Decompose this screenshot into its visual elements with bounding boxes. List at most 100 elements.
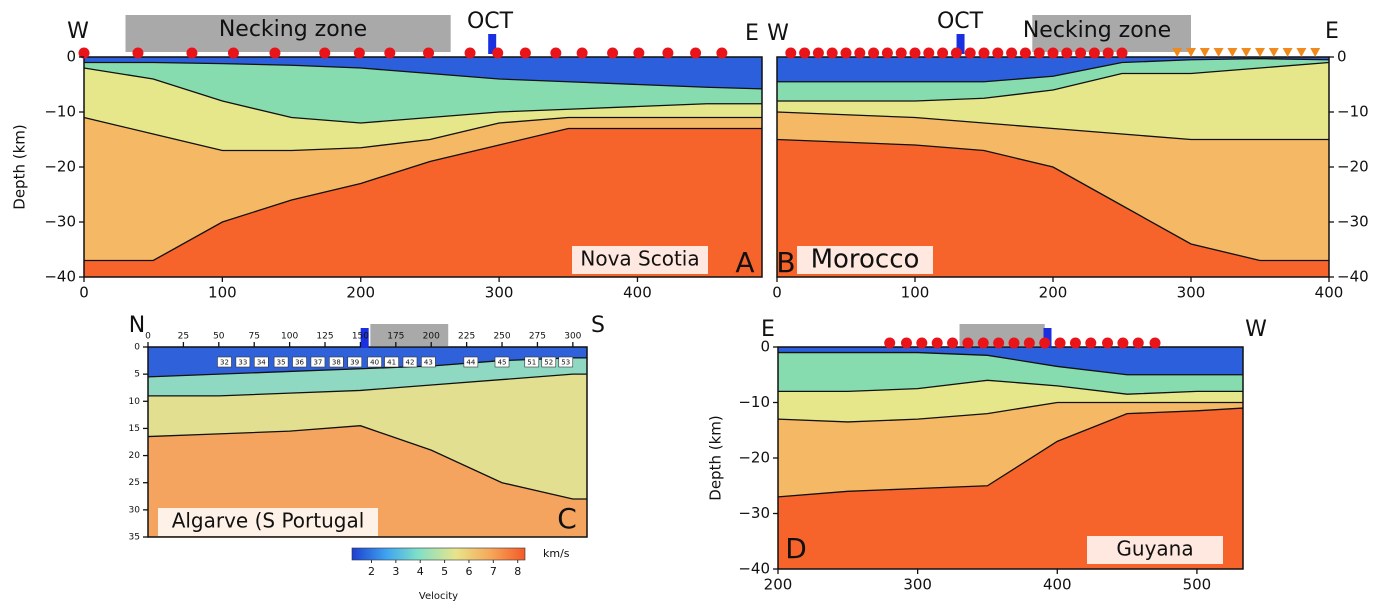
station-box [367,356,382,368]
x-tick-label: 400 [1315,284,1344,302]
layer-boundary [84,127,762,262]
station [1069,337,1081,349]
x-tick-label: 200 [1039,284,1068,302]
y-tick-label: 25 [129,478,140,488]
station [1199,48,1210,57]
y-tick-label: 0 [134,343,140,353]
station [812,47,824,59]
station [1039,337,1051,349]
station [662,47,674,59]
station-id: 34 [257,359,266,367]
colorbar-tick-label: 4 [417,565,424,578]
colorbar-tick-label: 5 [441,565,448,578]
oct-marker [956,34,965,54]
y-tick-label: 0 [1337,48,1347,66]
x-tick-label: 200 [764,576,793,594]
station-box [402,356,418,368]
station-box [310,356,326,368]
station [900,337,912,349]
station [492,47,504,59]
station [1088,47,1100,59]
panel-letter: B [776,246,795,279]
station [633,47,645,59]
station-id: 36 [295,359,304,367]
colorbar-tick-label: 7 [490,565,497,578]
necking-zone [1032,15,1191,52]
station [884,337,896,349]
end-label: E [1325,19,1339,44]
y-tick-label: 10 [129,397,141,407]
station [519,47,531,59]
station-box [463,356,479,368]
station [868,47,880,59]
colorbar-tick-label: 3 [392,565,399,578]
x-tick-label: 200 [423,332,440,342]
station [690,47,702,59]
layer-boundary [777,57,1330,83]
station [78,47,90,59]
panel-letter: A [735,246,754,279]
y-tick-label: 0 [760,338,770,356]
station-box [494,356,510,368]
station [947,337,959,349]
x-tick-label: 100 [901,284,930,302]
station-id: 40 [370,359,379,367]
x-tick-label: 150 [352,332,369,342]
station [909,47,921,59]
station [384,47,396,59]
station [423,47,435,59]
y-tick-label: 30 [129,505,141,515]
station [1023,337,1035,349]
x-tick-label: 25 [178,332,189,342]
x-tick-label: 100 [208,284,237,302]
station-id: 35 [277,359,286,367]
panel-label: Algarve (S Portugal [172,509,365,533]
x-tick-label: 500 [1183,576,1212,594]
colorbar-tick-label: 2 [368,565,375,578]
station [937,47,949,59]
y-tick-label: 15 [129,424,140,434]
station-box [292,356,307,368]
station-box [217,356,232,368]
station-id: 41 [387,359,396,367]
end-label: N [129,313,145,338]
zone-label: Necking zone [1023,18,1171,43]
station [1047,47,1059,59]
label-bg [158,508,378,536]
station-id: 42 [406,359,415,367]
station [607,47,619,59]
station [1213,48,1224,57]
necking-zone [125,15,451,52]
station [992,47,1004,59]
station [916,337,928,349]
layer-boundary [776,111,1329,141]
station-box [541,356,557,368]
station [1268,48,1279,57]
station [931,337,943,349]
station-box [329,356,344,368]
y-axis-label: Depth (km) [11,124,29,209]
station [923,47,935,59]
colorbar-unit: km/s [543,547,570,560]
oct-label: OCT [467,9,514,34]
station [1255,48,1265,57]
station [576,47,588,59]
station [977,337,989,349]
station [1227,48,1238,57]
x-tick-label: 200 [346,284,375,302]
station [854,47,866,59]
station [1117,337,1129,349]
x-tick-label: 175 [387,332,404,342]
x-tick-label: 250 [493,332,510,342]
station [464,47,476,59]
panel-label: Guyana [1116,537,1193,561]
x-tick-label: 300 [485,284,514,302]
station [950,47,962,59]
station [1054,337,1066,349]
station-id: 45 [498,359,507,367]
y-tick-label: 0 [66,48,76,66]
panel-letter: C [557,502,577,535]
station-box [421,356,436,368]
layer-boundary [777,401,1243,423]
oct-marker [488,34,497,54]
